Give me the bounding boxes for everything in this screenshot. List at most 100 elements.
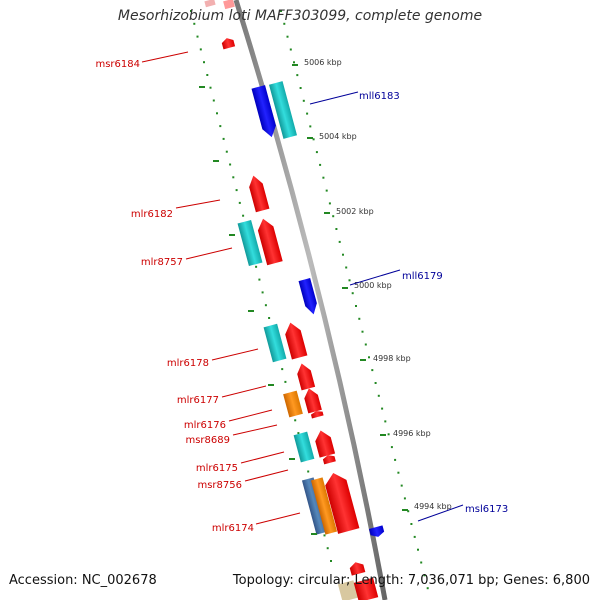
label-leader-line [232,424,278,436]
track-dot [325,189,328,192]
gene-label-mlr8757[interactable]: mlr8757 [141,257,183,268]
scale-tick [360,359,366,361]
label-leader-line [417,504,464,522]
gene-arrow [297,363,316,391]
gene-label-mlr6177[interactable]: mlr6177 [177,395,219,406]
gene-arrow [368,525,385,537]
track-dot [328,202,331,205]
feature-block [283,390,303,418]
track-dot [258,278,261,281]
label-leader-line [240,451,285,464]
track-dot [368,356,370,359]
track-dot [219,125,222,128]
scale-label: 4996 kbp [393,429,431,438]
gene-arrow [315,430,336,458]
gene-arrow [249,175,270,213]
feature-block [204,0,216,8]
track-dot [423,574,426,577]
track-dot [315,151,318,154]
track-dot [400,484,403,487]
gene-label-mlr6174[interactable]: mlr6174 [212,523,254,534]
track-dot [319,163,322,166]
gene-label-msr8689[interactable]: msr8689 [185,435,230,446]
track-dot [296,74,299,77]
track-dot [229,163,232,166]
gene-label-mll6183[interactable]: mll6183 [359,91,400,102]
gene-arrow [304,388,322,414]
track-dot [235,189,238,192]
track-dot [384,420,387,423]
track-dot [309,125,312,128]
track-dot [330,560,332,562]
label-leader-line [141,51,189,63]
track-dot [297,432,300,435]
gene-label-mlr6178[interactable]: mlr6178 [167,358,209,369]
gene-label-mll6179[interactable]: mll6179 [402,271,443,282]
track-dot [294,419,297,422]
gene-label-msr6184[interactable]: msr6184 [95,59,140,70]
track-dot [312,138,315,141]
track-dot [348,279,351,282]
track-dot [216,112,218,115]
track-dot [351,292,354,295]
track-dot [394,458,397,461]
scale-label: 5006 kbp [304,58,342,67]
track-dot [281,368,284,371]
gene-features [204,0,385,603]
scale-label: 5002 kbp [336,207,374,216]
feature-block [237,219,263,267]
gene-label-msr8756[interactable]: msr8756 [197,480,242,491]
track-dot [306,112,309,115]
label-leader-line [228,409,273,422]
track-dot [232,176,235,179]
track-dot [417,548,419,551]
track-dot [323,534,326,537]
gene-arrow [322,455,336,465]
feature-block [353,577,379,603]
scale-tick [213,160,219,162]
topology-text: Topology: circular; Length: 7,036,071 bp… [232,573,590,588]
gene-arrow [221,38,236,50]
scale-label: 5000 kbp [354,281,392,290]
gene-label-msl6173[interactable]: msl6173 [465,504,508,515]
track-dot [284,380,287,383]
accession-text: Accession: NC_002678 [9,573,157,588]
feature-block [337,580,359,602]
track-dot [289,48,292,51]
track-dot [302,99,305,102]
gene-label-group: msr6184 mll6183 mlr6182 mlr8757 mll6179 mlr61… [95,51,508,534]
track-dot [364,343,367,346]
track-dot [283,22,286,25]
track-dot [238,201,241,204]
scale-tick [402,509,408,511]
scale-tick [229,234,235,236]
track-dot [410,523,413,525]
gene-arrow [310,411,324,419]
gene-arrow [257,218,283,266]
track-dot [335,228,338,230]
gene-label-mlr6182[interactable]: mlr6182 [131,209,173,220]
scale-labels: 5006 kbp 5004 kbp 5002 kbp 5000 kbp 4998 kbp… [199,58,452,535]
label-leader-line [211,348,259,361]
gene-arrow [325,473,360,534]
scale-tick [307,137,313,139]
feature-block [263,323,287,363]
track-dot [255,265,258,268]
track-dot [203,61,205,64]
track-dot [358,317,361,320]
track-dot [332,215,335,218]
gene-arrow [285,322,308,360]
gene-label-mlr6176[interactable]: mlr6176 [184,420,226,431]
gene-arrow [349,562,366,576]
track-dot [345,266,348,269]
track-dot [206,74,209,76]
gene-label-mlr6175[interactable]: mlr6175 [196,463,238,474]
track-dot [374,382,377,384]
track-dot [212,99,215,102]
feature-block [223,0,235,10]
track-dot [361,330,364,333]
feature-block [301,477,329,535]
track-dot [225,150,228,153]
scale-label: 5004 kbp [319,132,357,141]
